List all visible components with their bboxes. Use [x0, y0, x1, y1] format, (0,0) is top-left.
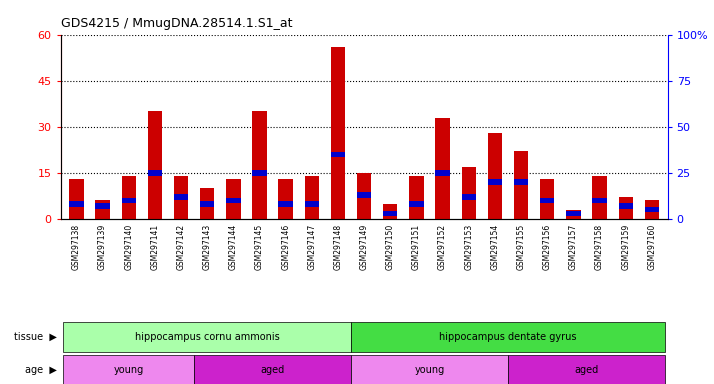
Text: young: young — [114, 364, 144, 375]
Bar — [540, 198, 555, 203]
Bar — [174, 176, 188, 219]
Bar — [200, 188, 214, 219]
Text: GSM297141: GSM297141 — [151, 224, 159, 270]
Text: GSM297158: GSM297158 — [595, 224, 604, 270]
Bar — [226, 179, 241, 219]
Text: GSM297147: GSM297147 — [307, 224, 316, 270]
Text: GSM297154: GSM297154 — [491, 224, 499, 270]
Text: GSM297159: GSM297159 — [621, 224, 630, 270]
Bar — [174, 194, 188, 200]
Text: GSM297145: GSM297145 — [255, 224, 264, 270]
Bar — [514, 179, 528, 185]
Text: GSM297153: GSM297153 — [464, 224, 473, 270]
Bar — [409, 176, 423, 219]
Text: aged: aged — [261, 364, 285, 375]
Bar — [514, 151, 528, 219]
Text: GSM297157: GSM297157 — [569, 224, 578, 270]
Text: GSM297138: GSM297138 — [72, 224, 81, 270]
Bar — [226, 198, 241, 203]
Bar — [566, 210, 580, 216]
Bar — [200, 201, 214, 207]
Text: young: young — [414, 364, 445, 375]
Text: GSM297140: GSM297140 — [124, 224, 134, 270]
Bar — [305, 201, 319, 207]
Text: GSM297143: GSM297143 — [203, 224, 211, 270]
Bar — [331, 47, 345, 219]
Bar — [351, 322, 665, 352]
Bar — [96, 200, 110, 219]
Bar — [436, 170, 450, 175]
Bar — [383, 210, 398, 216]
Bar — [69, 201, 84, 207]
Bar — [64, 322, 351, 352]
Bar — [645, 207, 659, 212]
Bar — [278, 179, 293, 219]
Bar — [278, 201, 293, 207]
Bar — [645, 200, 659, 219]
Text: GDS4215 / MmugDNA.28514.1.S1_at: GDS4215 / MmugDNA.28514.1.S1_at — [61, 17, 292, 30]
Text: GSM297149: GSM297149 — [360, 224, 368, 270]
Bar — [357, 173, 371, 219]
Bar — [305, 176, 319, 219]
Bar — [593, 198, 607, 203]
Bar — [351, 355, 508, 384]
Bar — [618, 203, 633, 209]
Bar — [64, 355, 194, 384]
Bar — [148, 170, 162, 175]
Text: GSM297148: GSM297148 — [333, 224, 343, 270]
Bar — [593, 176, 607, 219]
Text: GSM297139: GSM297139 — [98, 224, 107, 270]
Bar — [409, 201, 423, 207]
Text: age  ▶: age ▶ — [25, 364, 57, 375]
Bar — [252, 170, 267, 175]
Text: hippocampus cornu ammonis: hippocampus cornu ammonis — [135, 332, 280, 342]
Text: GSM297142: GSM297142 — [176, 224, 186, 270]
Bar — [488, 133, 502, 219]
Bar — [121, 198, 136, 203]
Bar — [252, 111, 267, 219]
Text: GSM297160: GSM297160 — [648, 224, 656, 270]
Bar — [69, 179, 84, 219]
Text: GSM297146: GSM297146 — [281, 224, 290, 270]
Bar — [488, 179, 502, 185]
Bar — [357, 192, 371, 198]
Text: GSM297156: GSM297156 — [543, 224, 552, 270]
Text: GSM297152: GSM297152 — [438, 224, 447, 270]
Bar — [436, 118, 450, 219]
Text: GSM297144: GSM297144 — [229, 224, 238, 270]
Bar — [461, 194, 476, 200]
Text: hippocampus dentate gyrus: hippocampus dentate gyrus — [439, 332, 577, 342]
Bar — [618, 197, 633, 219]
Text: tissue  ▶: tissue ▶ — [14, 332, 57, 342]
Text: GSM297155: GSM297155 — [517, 224, 526, 270]
Bar — [331, 152, 345, 157]
Text: aged: aged — [574, 364, 598, 375]
Bar — [508, 355, 665, 384]
Text: GSM297150: GSM297150 — [386, 224, 395, 270]
Bar — [194, 355, 351, 384]
Bar — [461, 167, 476, 219]
Bar — [148, 111, 162, 219]
Text: GSM297151: GSM297151 — [412, 224, 421, 270]
Bar — [121, 176, 136, 219]
Bar — [566, 210, 580, 219]
Bar — [383, 204, 398, 219]
Bar — [540, 179, 555, 219]
Bar — [96, 203, 110, 209]
